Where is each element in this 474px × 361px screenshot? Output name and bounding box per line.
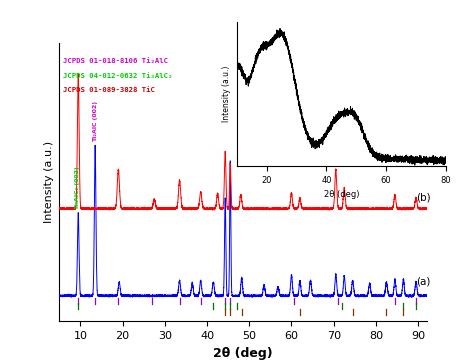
Text: JCPDS 01-018-8106 Ti₂AlC: JCPDS 01-018-8106 Ti₂AlC xyxy=(63,58,168,64)
Text: (b): (b) xyxy=(416,192,431,203)
Y-axis label: Intensity (a.u.): Intensity (a.u.) xyxy=(222,66,231,122)
X-axis label: 2θ (deg): 2θ (deg) xyxy=(324,190,359,199)
X-axis label: 2θ (deg): 2θ (deg) xyxy=(213,347,273,360)
Text: JCPDS 04-012-0632 Ti₃AlC₂: JCPDS 04-012-0632 Ti₃AlC₂ xyxy=(63,73,172,79)
Y-axis label: Intensity (a.u.): Intensity (a.u.) xyxy=(44,141,54,223)
Text: (a): (a) xyxy=(416,277,430,287)
Text: Ti₃AlC₂ (002): Ti₃AlC₂ (002) xyxy=(75,166,80,210)
Text: Ti₂AlC (002): Ti₂AlC (002) xyxy=(93,101,99,142)
Text: JCPDS 01-089-3828 TiC: JCPDS 01-089-3828 TiC xyxy=(63,87,155,93)
